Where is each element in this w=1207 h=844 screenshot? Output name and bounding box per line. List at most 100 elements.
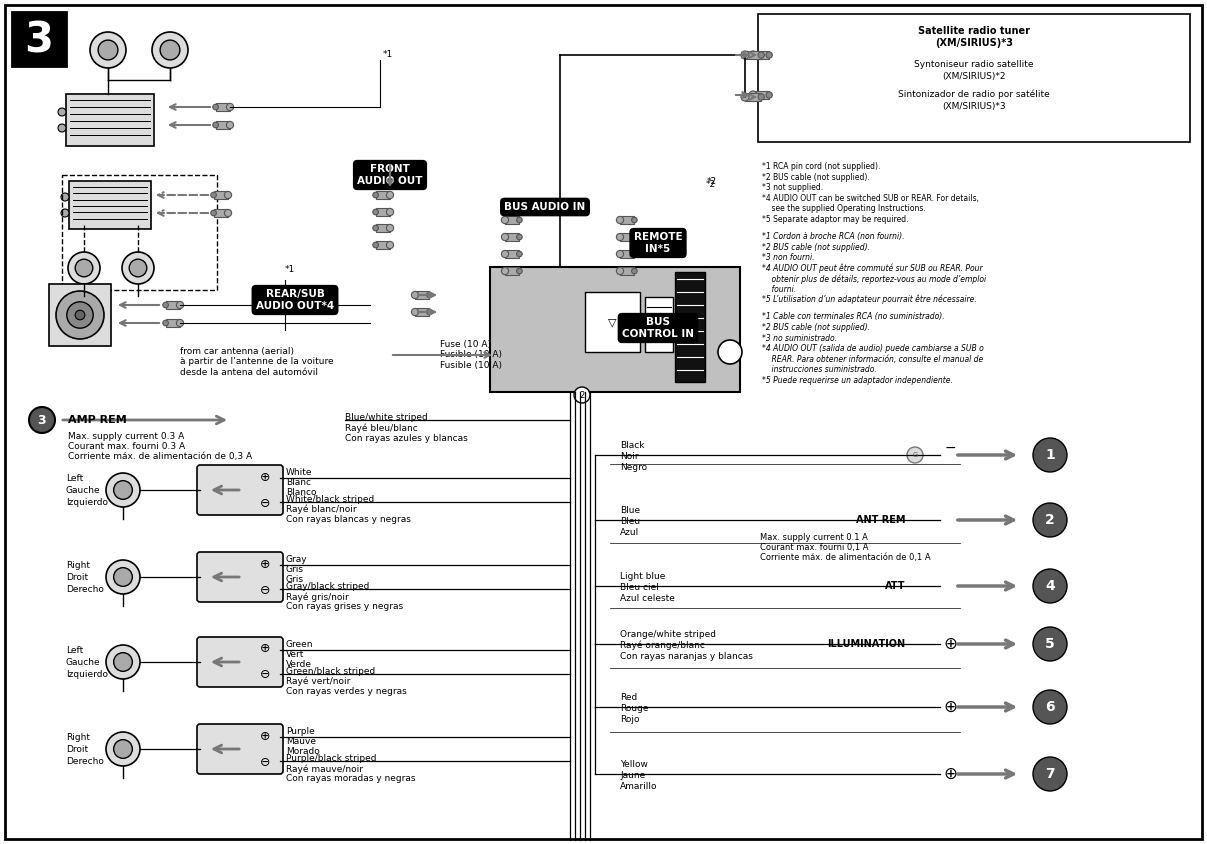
Text: White/black striped: White/black striped [286,495,374,504]
Text: FRONT
AUDIO OUT: FRONT AUDIO OUT [357,165,422,186]
Text: Con rayas moradas y negras: Con rayas moradas y negras [286,774,415,783]
Circle shape [426,292,432,298]
Circle shape [631,268,637,273]
Circle shape [741,51,750,59]
Text: Izquierdo: Izquierdo [66,498,107,507]
Bar [505,216,519,224]
Text: ILLUMINATION: ILLUMINATION [827,639,905,649]
Bar [12,12,66,66]
Text: *1: *1 [383,50,393,59]
Bar [165,319,180,327]
Text: Negro: Negro [620,463,647,472]
Text: *1 Cable con terminales RCA (no suministrado).: *1 Cable con terminales RCA (no suminist… [762,312,945,322]
Text: Courant max. fourni 0,1 A: Courant max. fourni 0,1 A [760,543,869,552]
Text: ⊕: ⊕ [260,470,270,484]
Text: Gris: Gris [286,575,304,584]
Circle shape [1033,569,1067,603]
Bar [490,267,740,392]
Circle shape [373,242,379,248]
Text: Droit: Droit [66,573,88,582]
Bar [66,94,154,146]
Bar [415,291,430,299]
Text: REMOTE
IN*5: REMOTE IN*5 [634,232,682,254]
Bar [375,225,390,231]
Text: *1 RCA pin cord (not supplied).: *1 RCA pin cord (not supplied). [762,162,880,171]
Text: (XM/SIRIUS)*3: (XM/SIRIUS)*3 [935,38,1013,48]
Circle shape [75,311,84,320]
Text: *2: *2 [706,180,716,189]
Bar [753,51,769,59]
Text: ⊕: ⊕ [260,729,270,743]
Text: Gray/black striped: Gray/black striped [286,582,369,591]
Circle shape [1033,757,1067,791]
Circle shape [373,192,379,197]
Text: *2: *2 [707,177,717,186]
Text: Gauche: Gauche [66,486,100,495]
Text: Right: Right [66,561,91,570]
Text: Rayé mauve/noir: Rayé mauve/noir [286,764,363,773]
Circle shape [29,407,56,433]
Text: 4: 4 [1045,579,1055,593]
Text: (XM/SIRIUS)*2: (XM/SIRIUS)*2 [943,72,1005,80]
Circle shape [113,480,133,500]
FancyBboxPatch shape [197,552,282,602]
Text: Morado: Morado [286,747,320,756]
Circle shape [517,217,523,223]
Circle shape [58,108,66,116]
Bar [165,301,180,309]
Circle shape [373,225,379,230]
Bar [745,51,762,59]
Circle shape [386,241,393,249]
Circle shape [152,32,188,68]
Text: ⊕: ⊕ [943,698,957,716]
Text: Verde: Verde [286,660,311,669]
Text: Corriente máx. de alimentación de 0,1 A: Corriente máx. de alimentación de 0,1 A [760,553,931,562]
FancyBboxPatch shape [197,637,282,687]
Text: ⊖: ⊖ [260,668,270,681]
Text: 6: 6 [1045,700,1055,714]
Text: *1 Cordon à broche RCA (non fourni).: *1 Cordon à broche RCA (non fourni). [762,232,904,241]
Text: 1: 1 [1045,448,1055,462]
Text: 3: 3 [24,19,53,61]
Text: Gauche: Gauche [66,658,100,667]
Bar [758,14,1190,142]
Text: *4 AUDIO OUT can be switched SUB or REAR. For details,: *4 AUDIO OUT can be switched SUB or REAR… [762,193,979,203]
Circle shape [386,225,393,231]
Text: ⊖: ⊖ [260,755,270,769]
Text: Rayé blanc/noir: Rayé blanc/noir [286,505,356,515]
Text: Azul celeste: Azul celeste [620,594,675,603]
Circle shape [1033,438,1067,472]
Circle shape [106,732,140,766]
Text: obtenir plus de détails, reportez-vous au mode d’emploi: obtenir plus de détails, reportez-vous a… [762,274,986,284]
Circle shape [575,387,590,403]
Text: Blanc: Blanc [286,478,311,487]
Bar [585,292,640,352]
Text: *4 AUDIO OUT (salida de audio) puede cambiarse a SUB o: *4 AUDIO OUT (salida de audio) puede cam… [762,344,984,353]
Bar [620,216,635,224]
Circle shape [1033,503,1067,537]
Text: Amarillo: Amarillo [620,782,658,791]
Circle shape [106,645,140,679]
Text: Con rayas naranjas y blancas: Con rayas naranjas y blancas [620,652,753,661]
Circle shape [501,234,508,241]
Text: ▽: ▽ [608,317,617,327]
Text: Vert: Vert [286,650,304,659]
Bar [69,181,151,229]
Bar [216,122,231,128]
Circle shape [1033,627,1067,661]
Circle shape [75,259,93,277]
Text: Red: Red [620,693,637,702]
Text: Izquierdo: Izquierdo [66,670,107,679]
Circle shape [91,32,126,68]
Bar [505,251,519,257]
Circle shape [161,41,180,60]
Text: Max. supply current 0.1 A: Max. supply current 0.1 A [760,533,868,542]
Circle shape [412,291,419,299]
Text: Max. supply current 0.3 A: Max. supply current 0.3 A [68,432,185,441]
Circle shape [113,568,133,587]
Text: REAR. Para obtener información, consulte el manual de: REAR. Para obtener información, consulte… [762,354,984,364]
Text: Purple: Purple [286,727,315,736]
Text: G: G [912,452,917,458]
Circle shape [386,208,393,215]
Circle shape [106,473,140,507]
